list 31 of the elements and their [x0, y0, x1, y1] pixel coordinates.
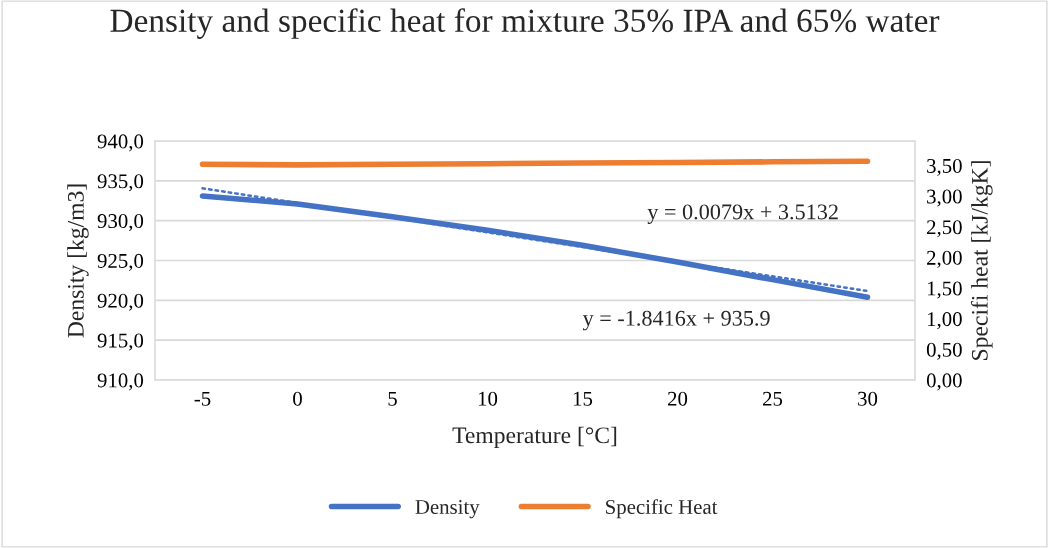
y2-axis-title: Specifi heat [kJ/kgK]: [970, 161, 993, 360]
y-tick-label: 910,0: [97, 373, 144, 391]
annotation: y = 0.0079x + 3.5132: [647, 204, 838, 224]
y2-tick-label: 0,50: [926, 342, 962, 360]
y2-tick-label: 1,00: [927, 312, 962, 330]
x-tick-label: -5: [194, 391, 211, 406]
y-tick-label: 940,0: [97, 134, 144, 152]
y2-tick-label: 2,00: [927, 250, 962, 268]
annotation: y = -1.8416x + 935.9: [582, 310, 770, 331]
y-axis-title: Density [kg/m3]: [67, 184, 89, 338]
x-tick-label: 15: [573, 391, 593, 406]
y-tick-label: 935,0: [97, 174, 144, 192]
chart-title: Density and specific heat for mixture 35% IPA and 65% water: [110, 8, 940, 39]
x-tick-label: 30: [858, 391, 878, 406]
y-tick-label: 915,0: [97, 333, 144, 351]
x-tick-label: 25: [763, 391, 783, 406]
legend-label: Specific Heat: [606, 499, 718, 519]
y2-tick-label: 0,00: [926, 373, 962, 391]
y-tick-label: 930,0: [97, 214, 144, 232]
x-tick-label: 20: [668, 391, 688, 406]
legend-label: Density: [415, 500, 480, 519]
x-axis-title: Temperature [°C]: [452, 426, 617, 449]
x-tick-label: 5: [388, 391, 397, 406]
y2-tick-label: 3,50: [927, 158, 962, 176]
y2-tick-label: 3,00: [927, 189, 962, 207]
x-tick-label: 10: [478, 391, 498, 406]
y2-tick-label: 1,50: [927, 281, 962, 299]
y2-tick-label: 2,50: [927, 220, 962, 238]
x-tick-label: 0: [293, 391, 302, 406]
y-tick-label: 920,0: [97, 293, 144, 311]
y-tick-label: 925,0: [97, 253, 144, 271]
